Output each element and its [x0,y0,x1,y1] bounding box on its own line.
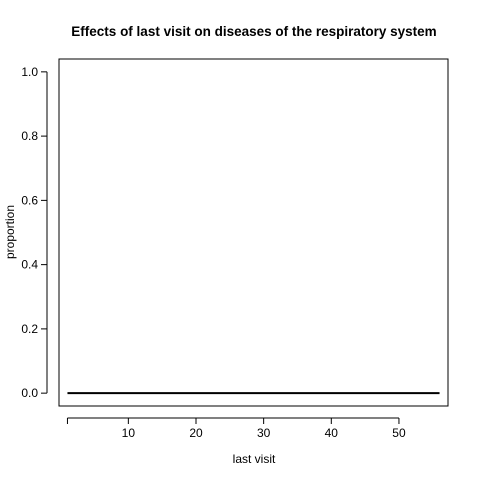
y-tick-label: 0.4 [21,258,38,272]
x-tick-label: 30 [257,426,271,440]
x-tick-label: 40 [325,426,339,440]
y-tick-label: 0.8 [21,129,38,143]
y-tick-label: 1.0 [21,65,38,79]
plot-frame [58,58,449,407]
y-axis: 0.0 0.2 0.4 0.6 0.8 1.0 [21,65,48,400]
x-tick-label: 10 [122,426,136,440]
y-tick-label: 0.0 [21,386,38,400]
y-tick-label: 0.6 [21,193,38,207]
x-axis: 10 20 30 40 50 [66,417,406,440]
y-tick-label: 0.2 [21,322,38,336]
x-tick-label: 20 [189,426,203,440]
x-axis-label: last visit [233,452,276,466]
x-tick-label: 50 [392,426,406,440]
chart-title: Effects of last visit on diseases of the… [71,24,436,39]
y-axis-label: proportion [3,205,17,259]
